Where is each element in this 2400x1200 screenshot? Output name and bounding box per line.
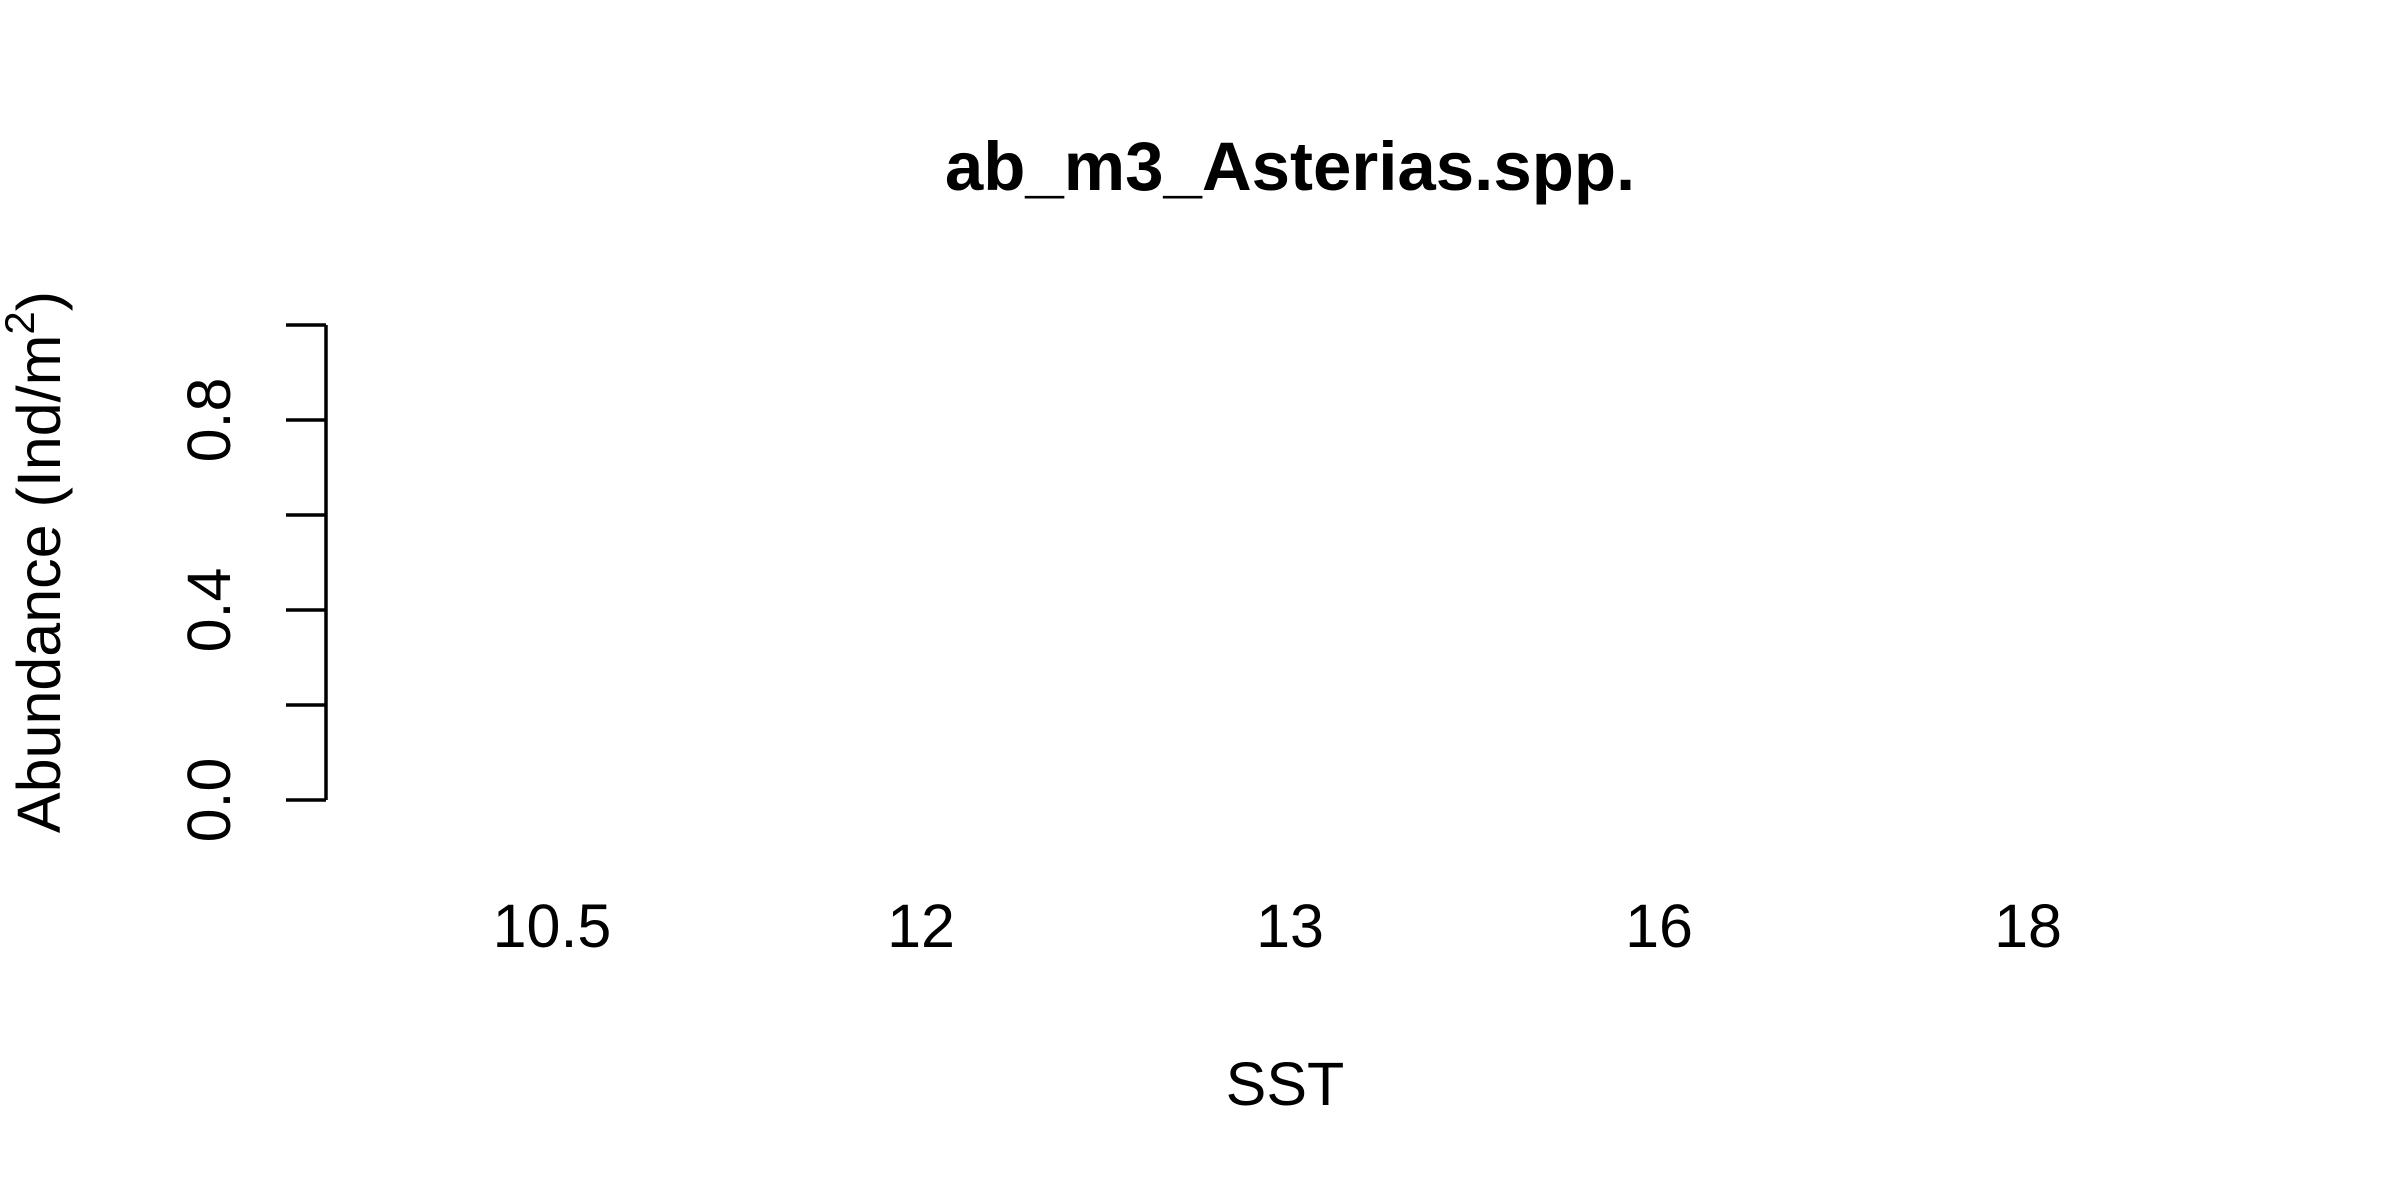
x-tick-label: 16	[1625, 892, 1693, 960]
y-ticks: 0.0 0.4 0.8	[175, 323, 326, 843]
chart-title: ab_m3_Asterias.spp.	[945, 128, 1635, 205]
y-tick-label: 0.0	[175, 758, 243, 843]
y-tick-label: 0.8	[175, 378, 243, 463]
x-ticks: 10.5 12 13 16 18	[493, 892, 2062, 960]
x-tick-label: 12	[887, 892, 955, 960]
y-axis-label-main: Abundance (Ind/m	[5, 335, 73, 833]
y-axis: 0.0 0.4 0.8	[175, 323, 328, 843]
x-tick-label: 10.5	[493, 892, 612, 960]
y-axis-label-suffix: )	[5, 291, 73, 311]
x-axis-label: SST	[1226, 1050, 1345, 1118]
y-axis-label-superscript: 2	[0, 311, 43, 334]
y-tick-label: 0.4	[175, 568, 243, 653]
x-tick-label: 13	[1256, 892, 1324, 960]
y-axis-label: Abundance (Ind/m2)	[0, 291, 73, 833]
x-tick-label: 18	[1994, 892, 2062, 960]
